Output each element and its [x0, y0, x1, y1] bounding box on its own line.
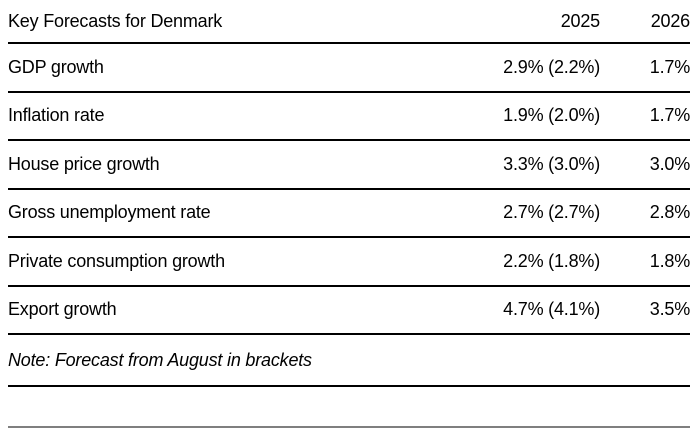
bottom-rule: [8, 426, 690, 428]
row-label: Gross unemployment rate: [8, 202, 211, 223]
value-2026: 1.7%: [649, 105, 690, 126]
value-2026: 1.7%: [649, 56, 690, 77]
row-label: Export growth: [8, 299, 117, 320]
table-row-gross-unemployment-rate: Gross unemployment rate 2.7% (2.7%) 2.8%: [8, 190, 690, 238]
table-row-inflation-rate: Inflation rate 1.9% (2.0%) 1.7%: [8, 93, 690, 141]
table-row-gdp-growth: GDP growth 2.9% (2.2%) 1.7%: [8, 44, 690, 93]
forecast-table: Key Forecasts for Denmark 2025 2026 GDP …: [8, 0, 690, 428]
table-note: Note: Forecast from August in brackets: [8, 349, 312, 370]
table-row-export-growth: Export growth 4.7% (4.1%) 3.5%: [8, 287, 690, 335]
value-2026: 2.8%: [649, 202, 690, 223]
table-title: Key Forecasts for Denmark: [8, 10, 223, 31]
table-header-row: Key Forecasts for Denmark 2025 2026: [8, 0, 690, 44]
value-2025: 4.7% (4.1%): [503, 299, 600, 320]
table-row-private-consumption-growth: Private consumption growth 2.2% (1.8%) 1…: [8, 238, 690, 287]
table-row-house-price-growth: House price growth 3.3% (3.0%) 3.0%: [8, 141, 690, 190]
value-2025: 2.2% (1.8%): [503, 250, 600, 271]
column-header-2026: 2026: [650, 10, 690, 31]
row-label: Inflation rate: [8, 105, 105, 126]
value-2025: 2.7% (2.7%): [503, 202, 600, 223]
value-2026: 3.5%: [649, 299, 690, 320]
row-label: House price growth: [8, 153, 160, 174]
table-note-row: Note: Forecast from August in brackets: [8, 335, 690, 387]
spacer: [8, 387, 690, 426]
value-2025: 3.3% (3.0%): [503, 153, 600, 174]
row-label: GDP growth: [8, 56, 104, 77]
column-header-2025: 2025: [560, 10, 600, 31]
row-label: Private consumption growth: [8, 250, 225, 271]
value-2026: 1.8%: [649, 250, 690, 271]
value-2025: 2.9% (2.2%): [503, 56, 600, 77]
value-2025: 1.9% (2.0%): [503, 105, 600, 126]
value-2026: 3.0%: [649, 153, 690, 174]
